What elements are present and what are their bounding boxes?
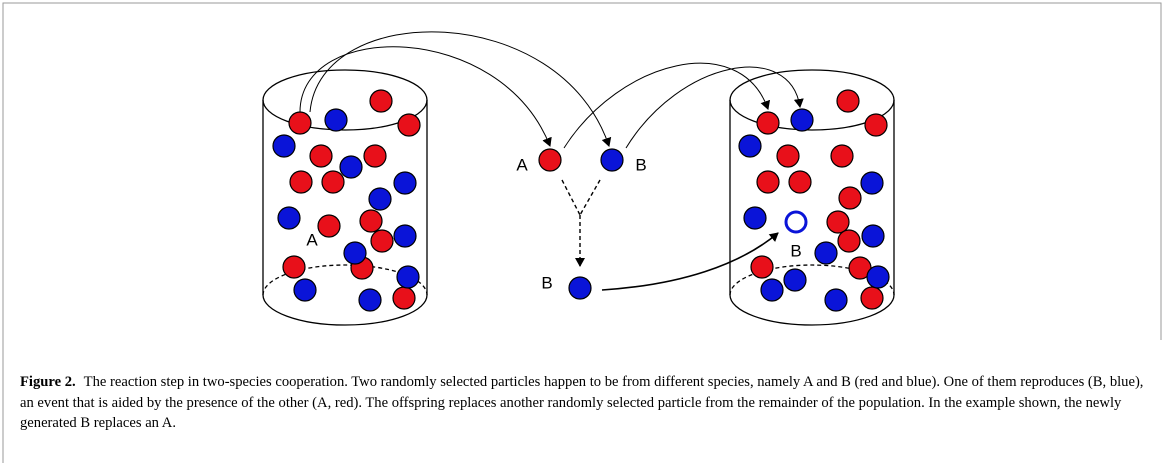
label: A — [516, 155, 528, 174]
label: A — [306, 230, 318, 249]
offspring — [568, 276, 592, 300]
replace-arrow — [601, 232, 779, 291]
particle-b — [600, 148, 624, 172]
reaction-lines — [561, 179, 601, 267]
label: B — [541, 273, 552, 292]
label: B — [635, 155, 646, 174]
left-particles — [272, 89, 421, 312]
selection-arrows — [299, 31, 804, 149]
caption: Figure 2. The reaction step in two-specie… — [20, 372, 1145, 434]
particle-a — [538, 148, 562, 172]
right-particles — [738, 89, 890, 312]
caption-label: Figure 2. — [20, 374, 76, 390]
caption-text: The reaction step in two-species coopera… — [20, 374, 1144, 431]
label: B — [790, 241, 801, 260]
